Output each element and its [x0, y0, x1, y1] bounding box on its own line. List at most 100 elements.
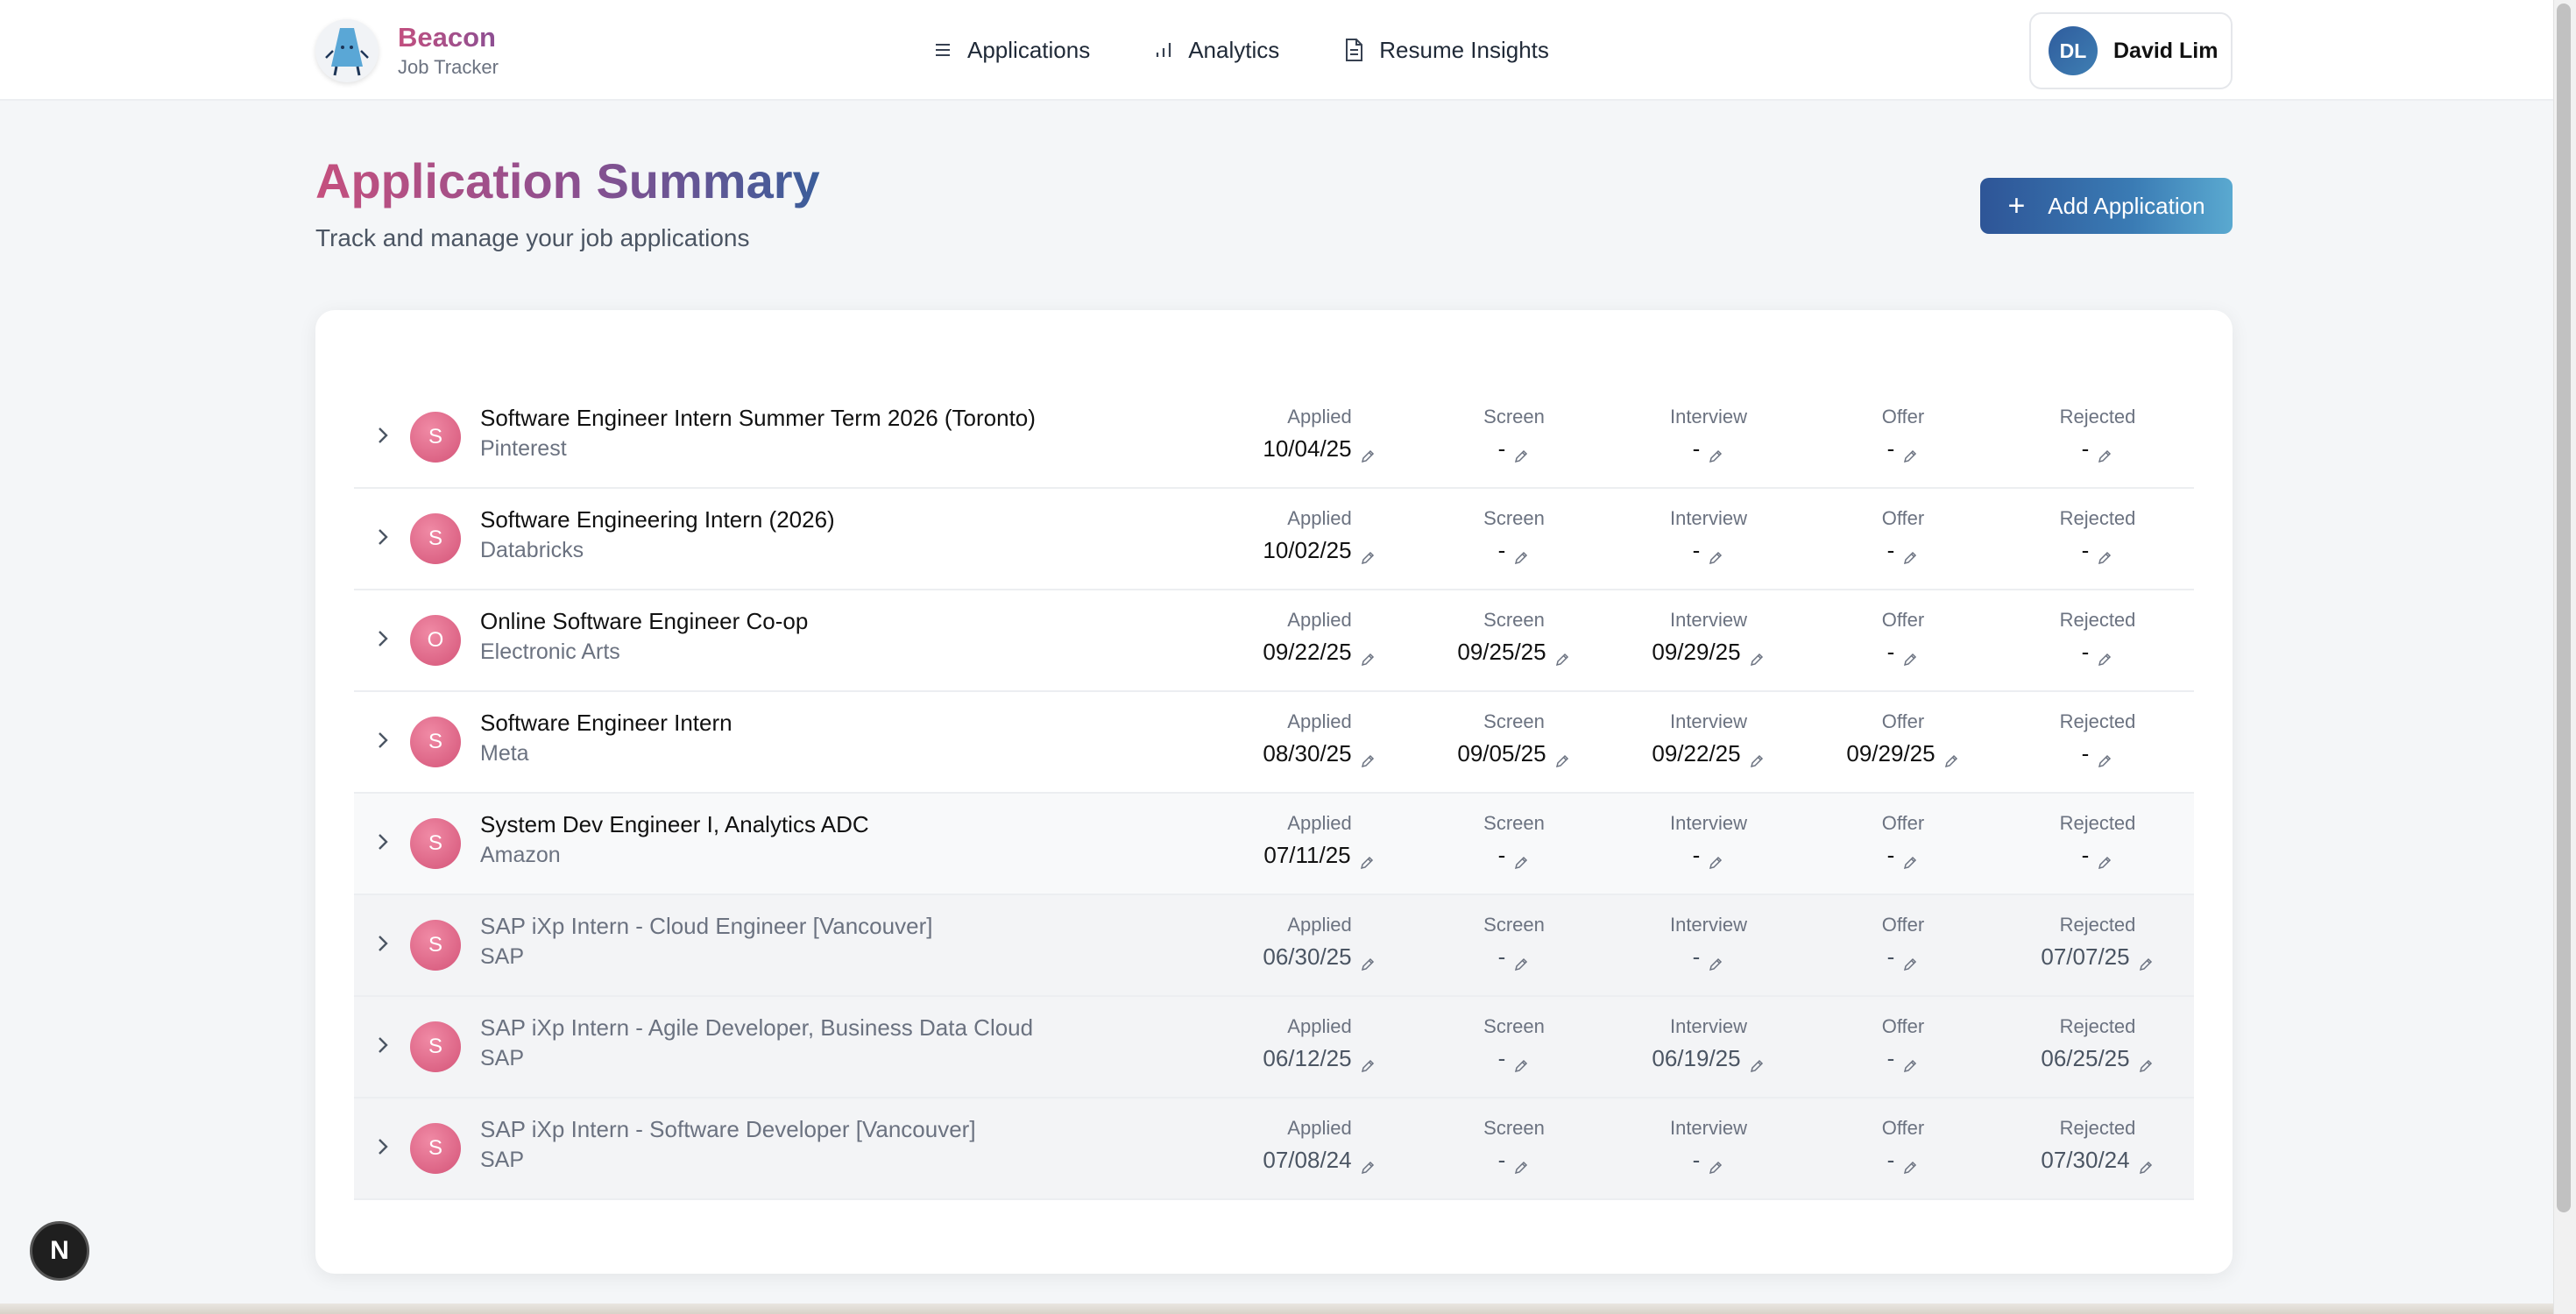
list-icon [936, 44, 950, 56]
edit-pencil-icon[interactable] [1707, 541, 1724, 565]
nav-resume-insights-label: Resume Insights [1379, 36, 1549, 63]
job-title[interactable]: Software Engineer Intern [480, 710, 732, 736]
stage-label: Applied [1287, 406, 1352, 427]
edit-pencil-icon[interactable] [1359, 440, 1376, 463]
edit-pencil-icon[interactable] [1359, 1049, 1376, 1073]
edit-pencil-icon[interactable] [1359, 643, 1376, 667]
job-title[interactable]: SAP iXp Intern - Agile Developer, Busine… [480, 1014, 1034, 1041]
edit-pencil-icon[interactable] [1359, 948, 1376, 971]
table-row[interactable]: S Software Engineering Intern (2026) Datab… [354, 489, 2194, 590]
edit-pencil-icon[interactable] [2137, 948, 2155, 971]
job-title[interactable]: Software Engineer Intern Summer Term 202… [480, 405, 1036, 431]
stage-date-value: 09/05/25 [1457, 740, 1546, 766]
edit-pencil-icon[interactable] [2096, 745, 2113, 768]
nav-resume-insights[interactable]: Resume Insights [1342, 37, 1549, 64]
job-title[interactable]: Online Software Engineer Co-op [480, 608, 809, 634]
edit-pencil-icon[interactable] [1358, 846, 1376, 870]
job-title[interactable]: SAP iXp Intern - Cloud Engineer [Vancouv… [480, 913, 933, 939]
edit-pencil-icon[interactable] [2137, 1151, 2155, 1175]
edit-pencil-icon[interactable] [1512, 948, 1530, 971]
nav-analytics[interactable]: Analytics [1153, 37, 1279, 64]
edit-pencil-icon[interactable] [1512, 440, 1530, 463]
edit-pencil-icon[interactable] [2096, 440, 2113, 463]
stage-date: 06/30/25 [1263, 939, 1376, 974]
stage-offer: Offer - [1815, 809, 1991, 872]
table-row[interactable]: S Software Engineer Intern Summer Term 20… [354, 387, 2194, 489]
stage-label: Rejected [2059, 914, 2136, 936]
table-row[interactable]: O Online Software Engineer Co-op Electroni… [354, 590, 2194, 692]
edit-pencil-icon[interactable] [1512, 1151, 1530, 1175]
table-row[interactable]: S System Dev Engineer I, Analytics ADC Ama… [354, 794, 2194, 895]
stage-date: - [1693, 939, 1725, 974]
edit-pencil-icon[interactable] [2096, 846, 2113, 870]
edit-pencil-icon[interactable] [1901, 1049, 1919, 1073]
stage-label: Rejected [2059, 507, 2136, 529]
stage-date-value: - [1497, 537, 1506, 563]
stage-date-value: 07/08/24 [1263, 1147, 1352, 1173]
nav-applications[interactable]: Applications [932, 37, 1090, 64]
edit-pencil-icon[interactable] [1748, 643, 1766, 667]
company-name: SAP [480, 1148, 525, 1172]
edit-pencil-icon[interactable] [1901, 948, 1919, 971]
stage-date: - [1693, 837, 1725, 872]
chevron-right-icon[interactable] [370, 829, 396, 855]
edit-pencil-icon[interactable] [1901, 846, 1919, 870]
chevron-right-icon[interactable] [370, 1032, 396, 1058]
job-title[interactable]: System Dev Engineer I, Analytics ADC [480, 811, 869, 837]
stage-label: Screen [1483, 710, 1545, 732]
chevron-right-icon[interactable] [370, 422, 396, 449]
stage-date: - [2082, 431, 2114, 466]
stage-date-value: 09/22/25 [1263, 639, 1352, 665]
edit-pencil-icon[interactable] [1359, 745, 1376, 768]
table-row[interactable]: S SAP iXp Intern - Software Developer [Va… [354, 1099, 2194, 1200]
edit-pencil-icon[interactable] [1512, 541, 1530, 565]
edit-pencil-icon[interactable] [1512, 1049, 1530, 1073]
edit-pencil-icon[interactable] [1901, 643, 1919, 667]
stage-date: 09/05/25 [1457, 736, 1570, 771]
edit-pencil-icon[interactable] [2096, 541, 2113, 565]
edit-pencil-icon[interactable] [1748, 745, 1766, 768]
edit-pencil-icon[interactable] [1707, 440, 1724, 463]
edit-pencil-icon[interactable] [1707, 846, 1724, 870]
chevron-right-icon[interactable] [370, 727, 396, 753]
user-menu[interactable]: DL David Lim [2029, 12, 2233, 89]
stage-date-value: 06/19/25 [1652, 1045, 1741, 1071]
edit-pencil-icon[interactable] [2096, 643, 2113, 667]
edit-pencil-icon[interactable] [1707, 948, 1724, 971]
edit-pencil-icon[interactable] [1943, 745, 1960, 768]
chevron-right-icon[interactable] [370, 1134, 396, 1160]
edit-pencil-icon[interactable] [1901, 541, 1919, 565]
stage-date: - [2082, 736, 2114, 771]
table-row[interactable]: S Software Engineer Intern Meta Applied 08/3… [354, 692, 2194, 794]
table-row[interactable]: S SAP iXp Intern - Cloud Engineer [Vancou… [354, 895, 2194, 997]
edit-pencil-icon[interactable] [2137, 1049, 2155, 1073]
edit-pencil-icon[interactable] [1901, 1151, 1919, 1175]
stage-rejected: Rejected 07/30/24 [2010, 1114, 2185, 1177]
edit-pencil-icon[interactable] [1901, 440, 1919, 463]
stage-date-value: - [1692, 1147, 1701, 1173]
edit-pencil-icon[interactable] [1748, 1049, 1766, 1073]
chevron-right-icon[interactable] [370, 625, 396, 652]
job-title[interactable]: Software Engineering Intern (2026) [480, 506, 835, 533]
scrollbar-thumb[interactable] [2557, 4, 2571, 1212]
edit-pencil-icon[interactable] [1707, 1151, 1724, 1175]
chevron-right-icon[interactable] [370, 524, 396, 550]
stage-date-value: - [1886, 435, 1895, 462]
edit-pencil-icon[interactable] [1553, 643, 1571, 667]
stage-date: - [1498, 431, 1531, 466]
stage-applied: Applied 07/11/25 [1232, 809, 1407, 872]
table-row[interactable]: S SAP iXp Intern - Agile Developer, Busin… [354, 997, 2194, 1099]
chevron-right-icon[interactable] [370, 930, 396, 957]
add-application-button[interactable]: + Add Application [1980, 178, 2233, 234]
edit-pencil-icon[interactable] [1553, 745, 1571, 768]
edit-pencil-icon[interactable] [1359, 1151, 1376, 1175]
nextjs-dev-badge[interactable]: N [30, 1221, 89, 1281]
stage-label: Offer [1881, 406, 1925, 427]
edit-pencil-icon[interactable] [1359, 541, 1376, 565]
main-nav: Applications Analytics Resume Insights [932, 28, 1612, 72]
brand[interactable]: Beacon Job Tracker [315, 19, 499, 82]
edit-pencil-icon[interactable] [1512, 846, 1530, 870]
job-title[interactable]: SAP iXp Intern - Software Developer [Van… [480, 1116, 976, 1142]
stage-rejected: Rejected - [2010, 708, 2185, 771]
stage-date: 09/22/25 [1652, 736, 1765, 771]
